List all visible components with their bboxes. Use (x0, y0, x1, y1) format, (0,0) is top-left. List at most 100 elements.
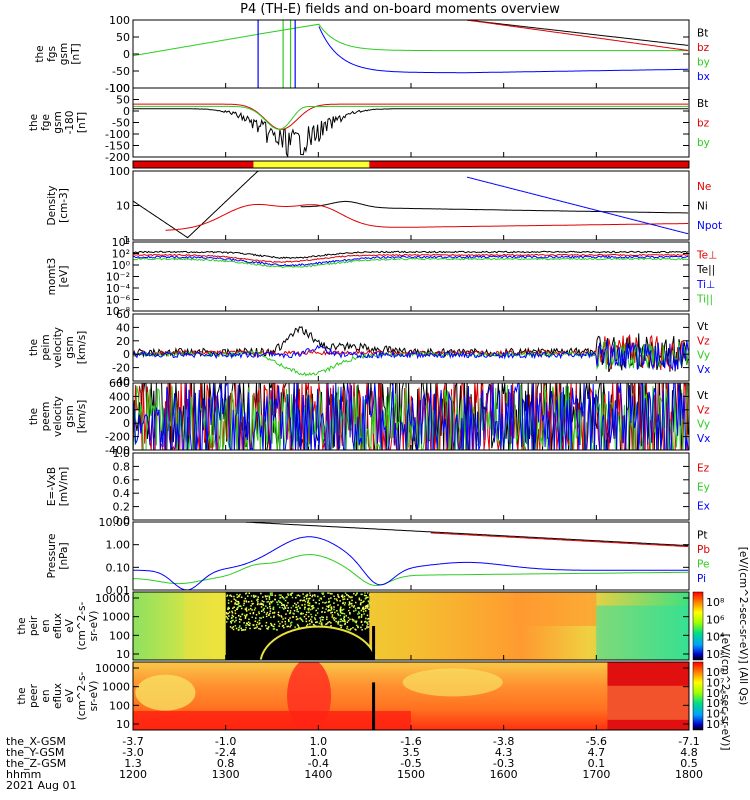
spectrogram-pixel (227, 599, 230, 602)
y-tick-label: 1000 (102, 681, 130, 694)
spectrogram-pixel (326, 618, 328, 620)
spectrogram-pixel (268, 602, 271, 604)
spectrogram-pixel (240, 596, 243, 598)
spectrogram-pixel (231, 620, 233, 622)
y-tick-label: 200 (109, 404, 130, 417)
spectrogram-pixel (297, 624, 299, 627)
y-tick-label: 10⁴ (112, 236, 131, 249)
xaxis-value: 0.5 (680, 757, 698, 770)
spectrogram-pixel (286, 596, 288, 598)
spectrogram-pixel (333, 616, 335, 619)
xaxis-value: 1600 (490, 768, 518, 781)
spectrogram-pixel (350, 628, 352, 630)
spectrogram-pixel (309, 592, 311, 594)
y-tick-label: 0 (123, 105, 130, 118)
spectrogram-pixel (348, 609, 350, 612)
spectrogram-pixel (267, 600, 270, 603)
y-tick-label: 0.10 (106, 561, 131, 574)
spectrogram-pixel (269, 592, 272, 594)
spectrogram-pixel (258, 627, 260, 630)
colorbar-tick: 10⁸ (706, 596, 725, 609)
panel-frame (132, 521, 690, 591)
spectrogram-pixel (289, 593, 292, 596)
spectrogram-pixel (290, 624, 292, 626)
spectrogram-pixel (239, 593, 241, 596)
trace-vx (133, 383, 689, 450)
spectrogram-pixel (349, 606, 351, 609)
spectrogram-pixel (236, 593, 238, 596)
spectrogram-pixel (331, 616, 333, 618)
spectrogram-pixel (313, 607, 315, 609)
spectrogram-pixel (301, 619, 303, 621)
xaxis-value: 4.8 (680, 746, 698, 759)
y-tick-label: 10000 (95, 592, 130, 605)
spectrogram-pixel (324, 602, 326, 604)
spectrogram-pixel (309, 608, 312, 611)
spectrogram-pixel (337, 604, 339, 606)
spectrogram-pixel (358, 617, 360, 619)
y-axis-label-line: gsm (64, 336, 76, 358)
y-tick-label: 0 (123, 348, 130, 361)
spectrogram-gap (372, 682, 376, 730)
spectrogram-pixel (315, 621, 317, 624)
spectrogram-pixel (355, 601, 357, 604)
spectrogram-pixel (262, 616, 265, 618)
spectrogram-pixel (296, 610, 298, 612)
spectrogram-pixel (358, 612, 361, 615)
spectrogram-pixel (337, 593, 339, 596)
y-axis-label-line: eflux (52, 613, 64, 639)
spectrogram-p9 (133, 592, 689, 660)
spectrogram-pixel (264, 595, 267, 597)
spectrogram-pixel (340, 618, 342, 620)
y-axis-label-line: the (28, 408, 40, 425)
spectrogram-pixel (236, 596, 239, 598)
spectrogram-pixel (341, 609, 344, 611)
spectrogram-pixel (349, 618, 351, 621)
y-tick-label: 600 (109, 377, 130, 390)
spectrogram-pixel (366, 625, 368, 627)
spectrogram-pixel (262, 596, 264, 598)
spectrogram-pixel (240, 627, 242, 629)
spectrogram-pixel (343, 604, 346, 606)
spectrogram-pixel (248, 618, 250, 620)
legend-vt: Vt (697, 390, 708, 402)
spectrogram-pixel (341, 595, 344, 597)
y-tick-label: 1.00 (106, 539, 131, 552)
trace-bx (318, 26, 689, 74)
spectrogram-pixel (339, 600, 341, 602)
spectrogram-pixel (311, 621, 313, 624)
spectrogram-pixel (307, 604, 309, 606)
spectrogram-pixel (266, 595, 268, 597)
spectrogram-pixel (320, 597, 322, 600)
y-tick-label: 100 (109, 14, 130, 27)
spectrogram-pixel (247, 595, 249, 597)
y-axis-label-line: Pressure (46, 534, 58, 579)
spectrogram-pixel (227, 607, 229, 609)
spectrogram-pixel (232, 628, 235, 631)
legend-bt: Bt (697, 98, 708, 110)
spectrogram-pixel (339, 614, 342, 617)
spectrogram-pixel (349, 612, 351, 614)
legend-te: Te⊥ (696, 249, 717, 261)
y-tick-label: -150 (105, 140, 130, 153)
spectrogram-pixel (319, 620, 322, 623)
spectrogram-pixel (271, 594, 273, 596)
spectrogram-pixel (295, 616, 298, 618)
spectrogram-pixel (227, 618, 229, 620)
spectrogram-pixel (321, 624, 323, 626)
trace-teperp (133, 253, 689, 263)
figure-title: P4 (TH-E) fields and on-board moments ov… (240, 2, 560, 17)
xaxis-value: -1.6 (400, 735, 421, 748)
spectrogram-pixel (289, 617, 291, 619)
spectrogram-patch (135, 674, 196, 711)
y-axis-label-line: [km/s] (76, 400, 88, 434)
spectrogram-pixel (366, 621, 368, 624)
legend-pt: Pt (697, 529, 707, 541)
spectrogram-pixel (235, 603, 238, 606)
spectrogram-pixel (308, 611, 310, 614)
y-axis-label-line: the (16, 617, 28, 634)
spectrogram-pixel (329, 609, 331, 612)
spectrogram-pixel (265, 605, 267, 607)
y-tick-label: -200 (105, 431, 130, 444)
spectrogram-pixel (295, 603, 297, 606)
